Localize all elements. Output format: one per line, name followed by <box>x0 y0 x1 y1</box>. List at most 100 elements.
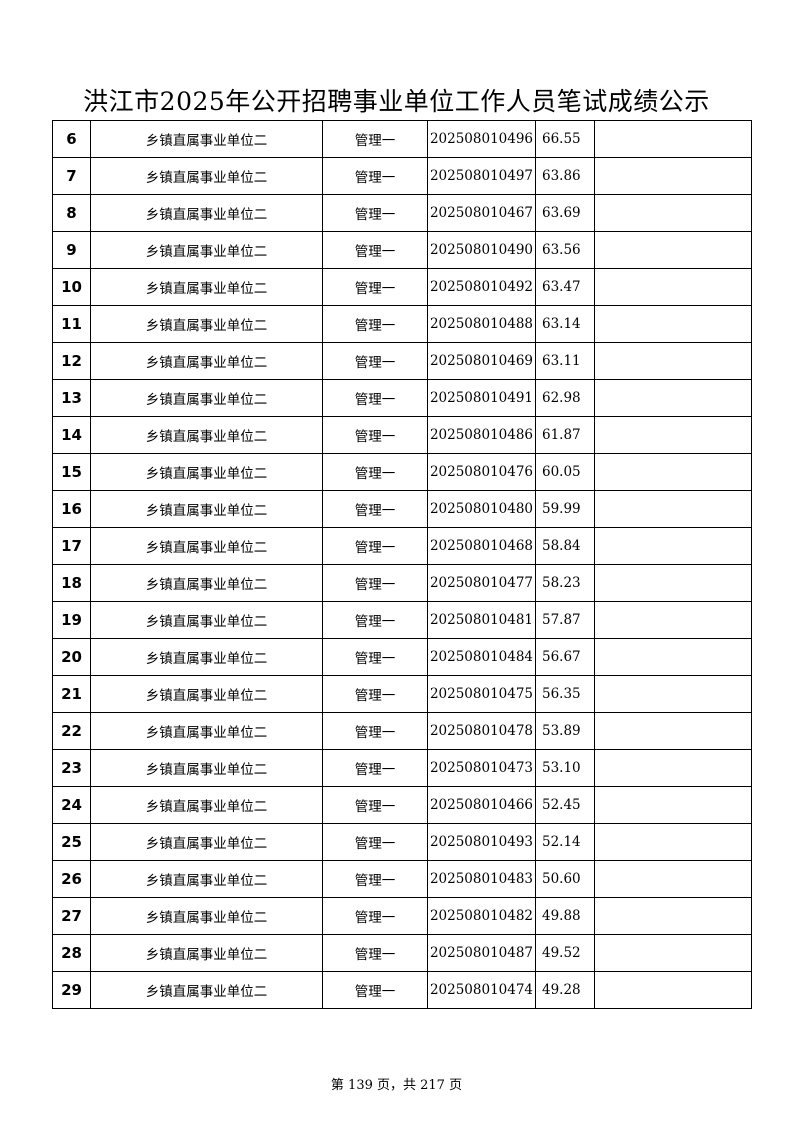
score-cell: 59.99 <box>535 490 595 528</box>
position-cell: 管理一 <box>322 305 428 343</box>
unit-cell: 乡镇直属事业单位二 <box>90 564 323 602</box>
row-number: 9 <box>52 231 91 269</box>
remark-cell <box>594 157 752 195</box>
exam-id-cell: 202508010487 <box>427 934 536 972</box>
remark-cell <box>594 860 752 898</box>
table-row: 10 乡镇直属事业单位二 管理一 202508010492 63.47 <box>52 268 752 306</box>
remark-cell <box>594 564 752 602</box>
remark-cell <box>594 120 752 158</box>
exam-id-cell: 202508010486 <box>427 416 536 454</box>
exam-id-cell: 202508010497 <box>427 157 536 195</box>
exam-id-cell: 202508010475 <box>427 675 536 713</box>
score-cell: 49.28 <box>535 971 595 1009</box>
row-number: 16 <box>52 490 91 528</box>
position-cell: 管理一 <box>322 490 428 528</box>
row-number: 22 <box>52 712 91 750</box>
page-title: 洪江市2025年公开招聘事业单位工作人员笔试成绩公示 <box>83 87 710 116</box>
unit-cell: 乡镇直属事业单位二 <box>90 934 323 972</box>
remark-cell <box>594 971 752 1009</box>
unit-cell: 乡镇直属事业单位二 <box>90 601 323 639</box>
score-cell: 52.14 <box>535 823 595 861</box>
remark-cell <box>594 194 752 232</box>
remark-cell <box>594 601 752 639</box>
unit-cell: 乡镇直属事业单位二 <box>90 675 323 713</box>
table-row: 29 乡镇直属事业单位二 管理一 202508010474 49.28 <box>52 971 752 1009</box>
score-cell: 60.05 <box>535 453 595 491</box>
score-cell: 63.11 <box>535 342 595 380</box>
score-cell: 63.69 <box>535 194 595 232</box>
row-number: 19 <box>52 601 91 639</box>
table-row: 26 乡镇直属事业单位二 管理一 202508010483 50.60 <box>52 860 752 898</box>
table-row: 21 乡镇直属事业单位二 管理一 202508010475 56.35 <box>52 675 752 713</box>
position-cell: 管理一 <box>322 231 428 269</box>
exam-id-cell: 202508010488 <box>427 305 536 343</box>
table-row: 27 乡镇直属事业单位二 管理一 202508010482 49.88 <box>52 897 752 935</box>
exam-id-cell: 202508010496 <box>427 120 536 158</box>
unit-cell: 乡镇直属事业单位二 <box>90 749 323 787</box>
score-cell: 63.47 <box>535 268 595 306</box>
unit-cell: 乡镇直属事业单位二 <box>90 157 323 195</box>
exam-id-cell: 202508010482 <box>427 897 536 935</box>
position-cell: 管理一 <box>322 157 428 195</box>
exam-id-cell: 202508010469 <box>427 342 536 380</box>
remark-cell <box>594 897 752 935</box>
table-row: 13 乡镇直属事业单位二 管理一 202508010491 62.98 <box>52 379 752 417</box>
score-cell: 63.56 <box>535 231 595 269</box>
table-row: 8 乡镇直属事业单位二 管理一 202508010467 63.69 <box>52 194 752 232</box>
row-number: 28 <box>52 934 91 972</box>
position-cell: 管理一 <box>322 675 428 713</box>
unit-cell: 乡镇直属事业单位二 <box>90 490 323 528</box>
page-footer: 第 139 页，共 217 页 <box>330 1078 463 1093</box>
row-number: 11 <box>52 305 91 343</box>
unit-cell: 乡镇直属事业单位二 <box>90 194 323 232</box>
score-cell: 57.87 <box>535 601 595 639</box>
row-number: 15 <box>52 453 91 491</box>
position-cell: 管理一 <box>322 120 428 158</box>
row-number: 21 <box>52 675 91 713</box>
score-cell: 53.89 <box>535 712 595 750</box>
unit-cell: 乡镇直属事业单位二 <box>90 453 323 491</box>
remark-cell <box>594 453 752 491</box>
table-row: 18 乡镇直属事业单位二 管理一 202508010477 58.23 <box>52 564 752 602</box>
table-row: 17 乡镇直属事业单位二 管理一 202508010468 58.84 <box>52 527 752 565</box>
position-cell: 管理一 <box>322 971 428 1009</box>
position-cell: 管理一 <box>322 416 428 454</box>
table-row: 6 乡镇直属事业单位二 管理一 202508010496 66.55 <box>52 120 752 158</box>
position-cell: 管理一 <box>322 564 428 602</box>
unit-cell: 乡镇直属事业单位二 <box>90 379 323 417</box>
table-row: 24 乡镇直属事业单位二 管理一 202508010466 52.45 <box>52 786 752 824</box>
unit-cell: 乡镇直属事业单位二 <box>90 971 323 1009</box>
table-row: 28 乡镇直属事业单位二 管理一 202508010487 49.52 <box>52 934 752 972</box>
row-number: 10 <box>52 268 91 306</box>
score-cell: 49.88 <box>535 897 595 935</box>
position-cell: 管理一 <box>322 860 428 898</box>
exam-id-cell: 202508010473 <box>427 749 536 787</box>
unit-cell: 乡镇直属事业单位二 <box>90 860 323 898</box>
exam-id-cell: 202508010484 <box>427 638 536 676</box>
unit-cell: 乡镇直属事业单位二 <box>90 527 323 565</box>
score-cell: 58.23 <box>535 564 595 602</box>
table-row: 20 乡镇直属事业单位二 管理一 202508010484 56.67 <box>52 638 752 676</box>
score-cell: 63.86 <box>535 157 595 195</box>
remark-cell <box>594 379 752 417</box>
exam-id-cell: 202508010476 <box>427 453 536 491</box>
table-row: 11 乡镇直属事业单位二 管理一 202508010488 63.14 <box>52 305 752 343</box>
unit-cell: 乡镇直属事业单位二 <box>90 305 323 343</box>
unit-cell: 乡镇直属事业单位二 <box>90 712 323 750</box>
remark-cell <box>594 416 752 454</box>
row-number: 25 <box>52 823 91 861</box>
score-cell: 61.87 <box>535 416 595 454</box>
exam-id-cell: 202508010491 <box>427 379 536 417</box>
position-cell: 管理一 <box>322 379 428 417</box>
unit-cell: 乡镇直属事业单位二 <box>90 120 323 158</box>
score-cell: 63.14 <box>535 305 595 343</box>
exam-id-cell: 202508010474 <box>427 971 536 1009</box>
exam-id-cell: 202508010481 <box>427 601 536 639</box>
unit-cell: 乡镇直属事业单位二 <box>90 823 323 861</box>
score-cell: 56.35 <box>535 675 595 713</box>
table-row: 16 乡镇直属事业单位二 管理一 202508010480 59.99 <box>52 490 752 528</box>
remark-cell <box>594 305 752 343</box>
score-cell: 49.52 <box>535 934 595 972</box>
row-number: 17 <box>52 527 91 565</box>
